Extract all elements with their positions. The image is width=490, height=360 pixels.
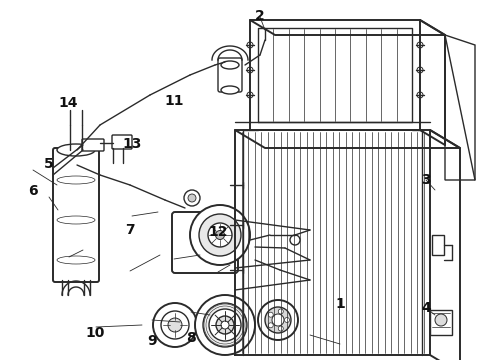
Ellipse shape (221, 86, 239, 94)
Circle shape (417, 92, 423, 98)
Ellipse shape (57, 216, 95, 224)
Circle shape (247, 92, 253, 98)
Text: 11: 11 (164, 94, 184, 108)
FancyBboxPatch shape (432, 235, 444, 255)
Ellipse shape (57, 144, 95, 156)
Ellipse shape (57, 256, 95, 264)
Circle shape (221, 321, 229, 329)
Circle shape (285, 318, 290, 323)
Text: 13: 13 (122, 137, 142, 151)
FancyBboxPatch shape (53, 148, 99, 282)
FancyBboxPatch shape (112, 135, 132, 149)
Circle shape (278, 326, 283, 331)
Ellipse shape (57, 176, 95, 184)
Text: 10: 10 (86, 326, 105, 340)
Circle shape (258, 300, 298, 340)
Circle shape (265, 307, 291, 333)
Text: 6: 6 (28, 184, 38, 198)
Circle shape (203, 303, 247, 347)
Ellipse shape (221, 61, 239, 69)
FancyBboxPatch shape (430, 310, 452, 335)
Circle shape (417, 67, 423, 73)
Circle shape (184, 190, 200, 206)
Circle shape (268, 312, 273, 317)
Circle shape (417, 42, 423, 48)
Circle shape (247, 67, 253, 73)
Circle shape (195, 295, 255, 355)
Text: 12: 12 (208, 225, 228, 239)
Circle shape (216, 230, 224, 239)
Circle shape (290, 235, 300, 245)
Circle shape (199, 214, 241, 256)
FancyBboxPatch shape (82, 139, 104, 151)
Text: 4: 4 (421, 301, 431, 315)
FancyBboxPatch shape (218, 58, 242, 92)
Circle shape (208, 223, 232, 247)
Circle shape (247, 42, 253, 48)
Text: 1: 1 (336, 297, 345, 311)
Circle shape (435, 314, 447, 326)
Text: 14: 14 (59, 96, 78, 109)
FancyBboxPatch shape (172, 212, 238, 273)
Text: 5: 5 (44, 157, 54, 171)
Circle shape (268, 323, 273, 328)
Circle shape (190, 205, 250, 265)
Circle shape (188, 194, 196, 202)
Circle shape (161, 311, 189, 339)
Text: 8: 8 (186, 332, 196, 345)
Text: 2: 2 (255, 9, 265, 23)
Circle shape (168, 318, 182, 332)
Text: 7: 7 (125, 224, 135, 237)
Circle shape (153, 303, 197, 347)
Circle shape (272, 314, 284, 326)
Circle shape (278, 309, 283, 314)
Text: 3: 3 (421, 173, 431, 187)
Circle shape (216, 316, 234, 334)
Circle shape (209, 309, 241, 341)
Text: 9: 9 (147, 334, 157, 348)
